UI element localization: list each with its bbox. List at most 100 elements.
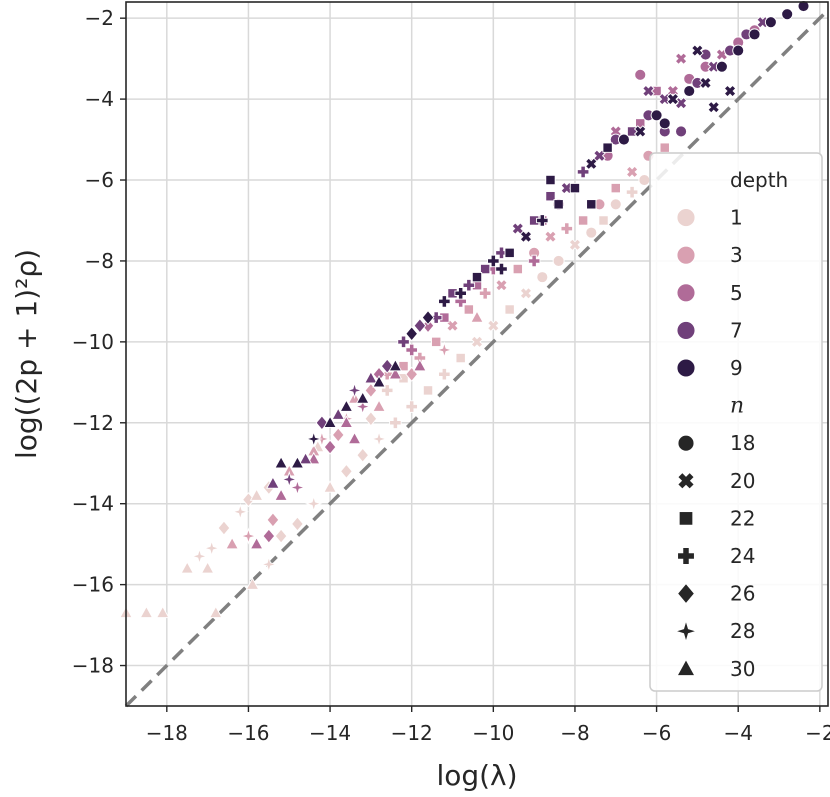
data-point xyxy=(291,516,304,532)
data-point xyxy=(413,318,427,334)
y-tick-label: −6 xyxy=(85,168,114,192)
data-point xyxy=(422,385,434,396)
data-point xyxy=(454,287,467,300)
legend-hue-label: 7 xyxy=(730,318,743,342)
data-point xyxy=(370,430,388,448)
data-point xyxy=(405,326,419,342)
legend-style-marker xyxy=(674,619,698,644)
data-point xyxy=(372,375,386,388)
data-point xyxy=(353,397,372,416)
y-axis-label: log((2p + 1)²ρ) xyxy=(10,249,43,459)
data-point xyxy=(495,246,508,260)
data-point xyxy=(274,528,288,544)
legend-hue-marker xyxy=(676,358,696,378)
y-tick-label: −10 xyxy=(72,330,114,354)
legend-style-marker xyxy=(677,471,695,490)
y-tick-label: −12 xyxy=(72,411,114,435)
legend-hue-marker xyxy=(676,283,696,303)
data-point xyxy=(347,431,362,445)
y-tick-label: −4 xyxy=(85,87,114,111)
data-point xyxy=(666,92,680,106)
y-tick-label: −18 xyxy=(72,654,114,678)
data-point xyxy=(797,0,810,12)
data-point xyxy=(331,407,346,420)
data-point xyxy=(699,76,712,90)
data-point xyxy=(463,304,474,315)
data-point xyxy=(650,109,663,122)
data-point xyxy=(658,117,671,130)
data-point xyxy=(764,16,777,29)
data-point xyxy=(478,287,492,300)
data-point xyxy=(691,44,704,57)
data-point xyxy=(527,254,541,268)
data-point xyxy=(568,238,582,252)
data-point xyxy=(674,96,688,110)
data-point xyxy=(675,125,688,138)
data-points xyxy=(119,0,810,619)
data-point xyxy=(723,84,737,98)
x-tick-label: −18 xyxy=(146,721,188,745)
data-point xyxy=(266,476,280,489)
data-point xyxy=(602,142,613,153)
data-point xyxy=(577,215,589,226)
data-point xyxy=(715,60,728,73)
legend-style-marker xyxy=(677,547,695,565)
data-point xyxy=(405,343,418,357)
data-point xyxy=(504,247,515,258)
data-point xyxy=(438,368,451,381)
legend-style-marker xyxy=(678,511,694,526)
legend-style-label: 30 xyxy=(730,657,755,681)
data-point xyxy=(511,222,525,235)
legend-hue-label: 9 xyxy=(730,356,743,380)
data-point xyxy=(139,605,154,619)
data-point xyxy=(471,272,483,283)
data-point xyxy=(545,174,556,186)
data-point xyxy=(674,52,688,65)
x-tick-label: −6 xyxy=(642,721,671,745)
data-point xyxy=(512,263,523,275)
data-point xyxy=(274,488,288,501)
data-point xyxy=(610,182,621,194)
x-tick-label: −10 xyxy=(472,721,514,745)
legend-hue-marker xyxy=(676,320,696,340)
y-tick-label: −8 xyxy=(85,249,114,273)
data-point xyxy=(208,605,223,619)
data-point xyxy=(323,439,337,455)
legend-style-label: 20 xyxy=(730,469,755,493)
data-point xyxy=(202,539,221,557)
data-point xyxy=(435,341,454,359)
data-point xyxy=(536,271,549,284)
data-point xyxy=(633,125,647,138)
x-tick-label: −14 xyxy=(309,721,351,745)
data-point xyxy=(364,371,378,384)
data-point xyxy=(683,85,696,97)
identity-dashed-line xyxy=(124,8,830,708)
data-point xyxy=(642,84,655,98)
data-point xyxy=(446,319,459,332)
legend-style-marker xyxy=(677,434,695,452)
legend-hue-marker xyxy=(676,245,696,265)
data-point xyxy=(732,44,745,57)
data-point xyxy=(519,230,533,243)
data-point xyxy=(280,470,298,489)
data-point xyxy=(470,335,484,349)
legend-style-label: 18 xyxy=(730,431,755,455)
data-point xyxy=(372,399,386,412)
data-point xyxy=(315,415,329,431)
x-tick-labels: −18 −16 −14 −12 −10 −8 −6 −4 −2 xyxy=(146,706,830,745)
data-point xyxy=(438,295,451,308)
data-point xyxy=(249,536,264,550)
data-point xyxy=(305,430,323,448)
legend-hue-label: 1 xyxy=(730,206,743,230)
x-tick-label: −16 xyxy=(227,721,269,745)
data-point xyxy=(355,391,370,404)
data-point xyxy=(552,254,565,267)
data-point xyxy=(781,8,794,21)
x-tick-label: −2 xyxy=(805,721,830,745)
data-point xyxy=(180,561,195,574)
data-point xyxy=(659,142,670,153)
data-point xyxy=(495,262,508,276)
data-point xyxy=(455,352,466,364)
